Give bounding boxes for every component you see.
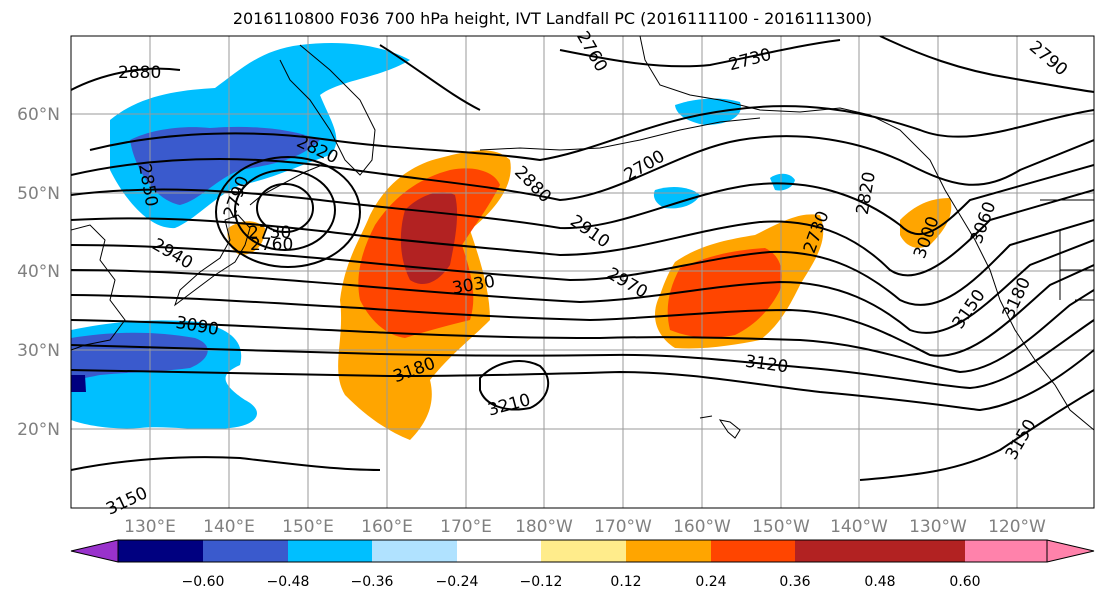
lon-tick: 160°E — [361, 517, 413, 537]
contour-label: 3060 — [967, 199, 1001, 246]
lat-tick: 40°N — [17, 262, 60, 282]
lon-tick: 140°W — [830, 517, 888, 537]
colorbar-segment — [372, 540, 457, 562]
contour-label: 2790 — [1025, 37, 1071, 80]
colorbar-segment — [711, 540, 795, 562]
colorbar-segment — [795, 540, 880, 562]
height-contours — [71, 36, 1094, 481]
contour-label: 2700 — [621, 147, 668, 186]
neg-area-nw-inner — [130, 126, 320, 205]
contour-label: 3150 — [103, 483, 151, 519]
colorbar-tick: 0.12 — [610, 574, 641, 590]
lon-tick: 150°E — [282, 517, 334, 537]
colorbar-tick: −0.48 — [267, 574, 310, 590]
lon-tick: 130°E — [124, 517, 176, 537]
lon-tick: 150°W — [752, 517, 810, 537]
neg-area-small-1 — [653, 187, 700, 209]
map-frame — [70, 35, 1095, 509]
lon-tick: 180°W — [515, 517, 573, 537]
colorbar-segment — [203, 540, 288, 562]
colorbar-frame — [117, 539, 1048, 563]
colorbar-tick: 0.60 — [949, 574, 980, 590]
lat-tick: 20°N — [17, 420, 60, 440]
contour-label: 2730 — [727, 45, 774, 76]
neg-area-small-3 — [770, 173, 795, 191]
colorbar-arrow-outline — [1046, 539, 1095, 563]
colorbar-tick: −0.60 — [182, 574, 225, 590]
colorbar-segment — [626, 540, 711, 562]
colorbar-segment-last — [880, 540, 965, 562]
pos-area-east-mid — [667, 248, 782, 338]
colorbar-ticks: −0.60 −0.48 −0.36 −0.24 −0.12 0.12 0.24 … — [182, 574, 981, 590]
pos-area-small-1 — [227, 221, 265, 255]
colorbar-segment — [541, 540, 626, 562]
lat-tick: 30°N — [17, 341, 60, 361]
kamchatka-coast — [279, 44, 376, 176]
lat-tick: 50°N — [17, 184, 60, 204]
colorbar-segment — [118, 540, 203, 562]
lon-tick: 160°W — [673, 517, 731, 537]
contour-label: 2970 — [603, 264, 650, 303]
contour-label: 2880 — [510, 162, 555, 207]
lon-tick: 140°E — [203, 517, 255, 537]
contour-label: 2730 — [248, 223, 291, 243]
contour-label: 3210 — [486, 390, 533, 421]
longitude-ticks: 130°E 140°E 150°E 160°E 170°E 180°W 170°… — [124, 517, 1046, 537]
chart-title: 2016110800 F036 700 hPa height, IVT Land… — [232, 9, 873, 28]
contour-label: 2760 — [572, 28, 611, 75]
contour-label: 2880 — [118, 63, 161, 83]
colorbar-tick: −0.36 — [351, 574, 394, 590]
colorbar-tick: 0.48 — [864, 574, 895, 590]
neg-area-sw-inner — [71, 332, 208, 380]
neg-area-sw-core — [71, 375, 86, 392]
contour-label: 3180 — [999, 274, 1035, 322]
colorbar — [70, 539, 1095, 563]
colorbar-tick: −0.24 — [436, 574, 479, 590]
hawaii — [699, 415, 741, 439]
colorbar-tick: 0.24 — [695, 574, 726, 590]
latitude-ticks: 60°N 50°N 40°N 30°N 20°N — [17, 105, 60, 440]
asia-coast — [71, 224, 126, 351]
neg-area-small-2 — [675, 98, 741, 125]
contour-label: 2760 — [250, 235, 293, 255]
colorbar-tick: −0.12 — [520, 574, 563, 590]
colorbar-segment — [457, 540, 541, 562]
colorbar-arrow-left — [70, 539, 119, 563]
colorbar-tick: 0.36 — [779, 574, 810, 590]
us-state-lines — [1059, 230, 1094, 301]
lon-tick: 170°E — [440, 517, 492, 537]
lat-tick: 60°N — [17, 105, 60, 125]
contour-label: 3150 — [1002, 416, 1041, 463]
alaska-coast — [639, 36, 1094, 431]
colorbar-segment — [288, 540, 372, 562]
pos-area-central-core — [400, 192, 458, 285]
lon-tick: 130°W — [909, 517, 967, 537]
contour-label: 3120 — [744, 352, 790, 378]
aleutian-islands — [479, 117, 761, 151]
contour-label: 2940 — [149, 235, 196, 274]
contour-label: 2910 — [566, 211, 613, 252]
lon-tick: 170°W — [594, 517, 652, 537]
lon-tick: 120°W — [988, 517, 1046, 537]
